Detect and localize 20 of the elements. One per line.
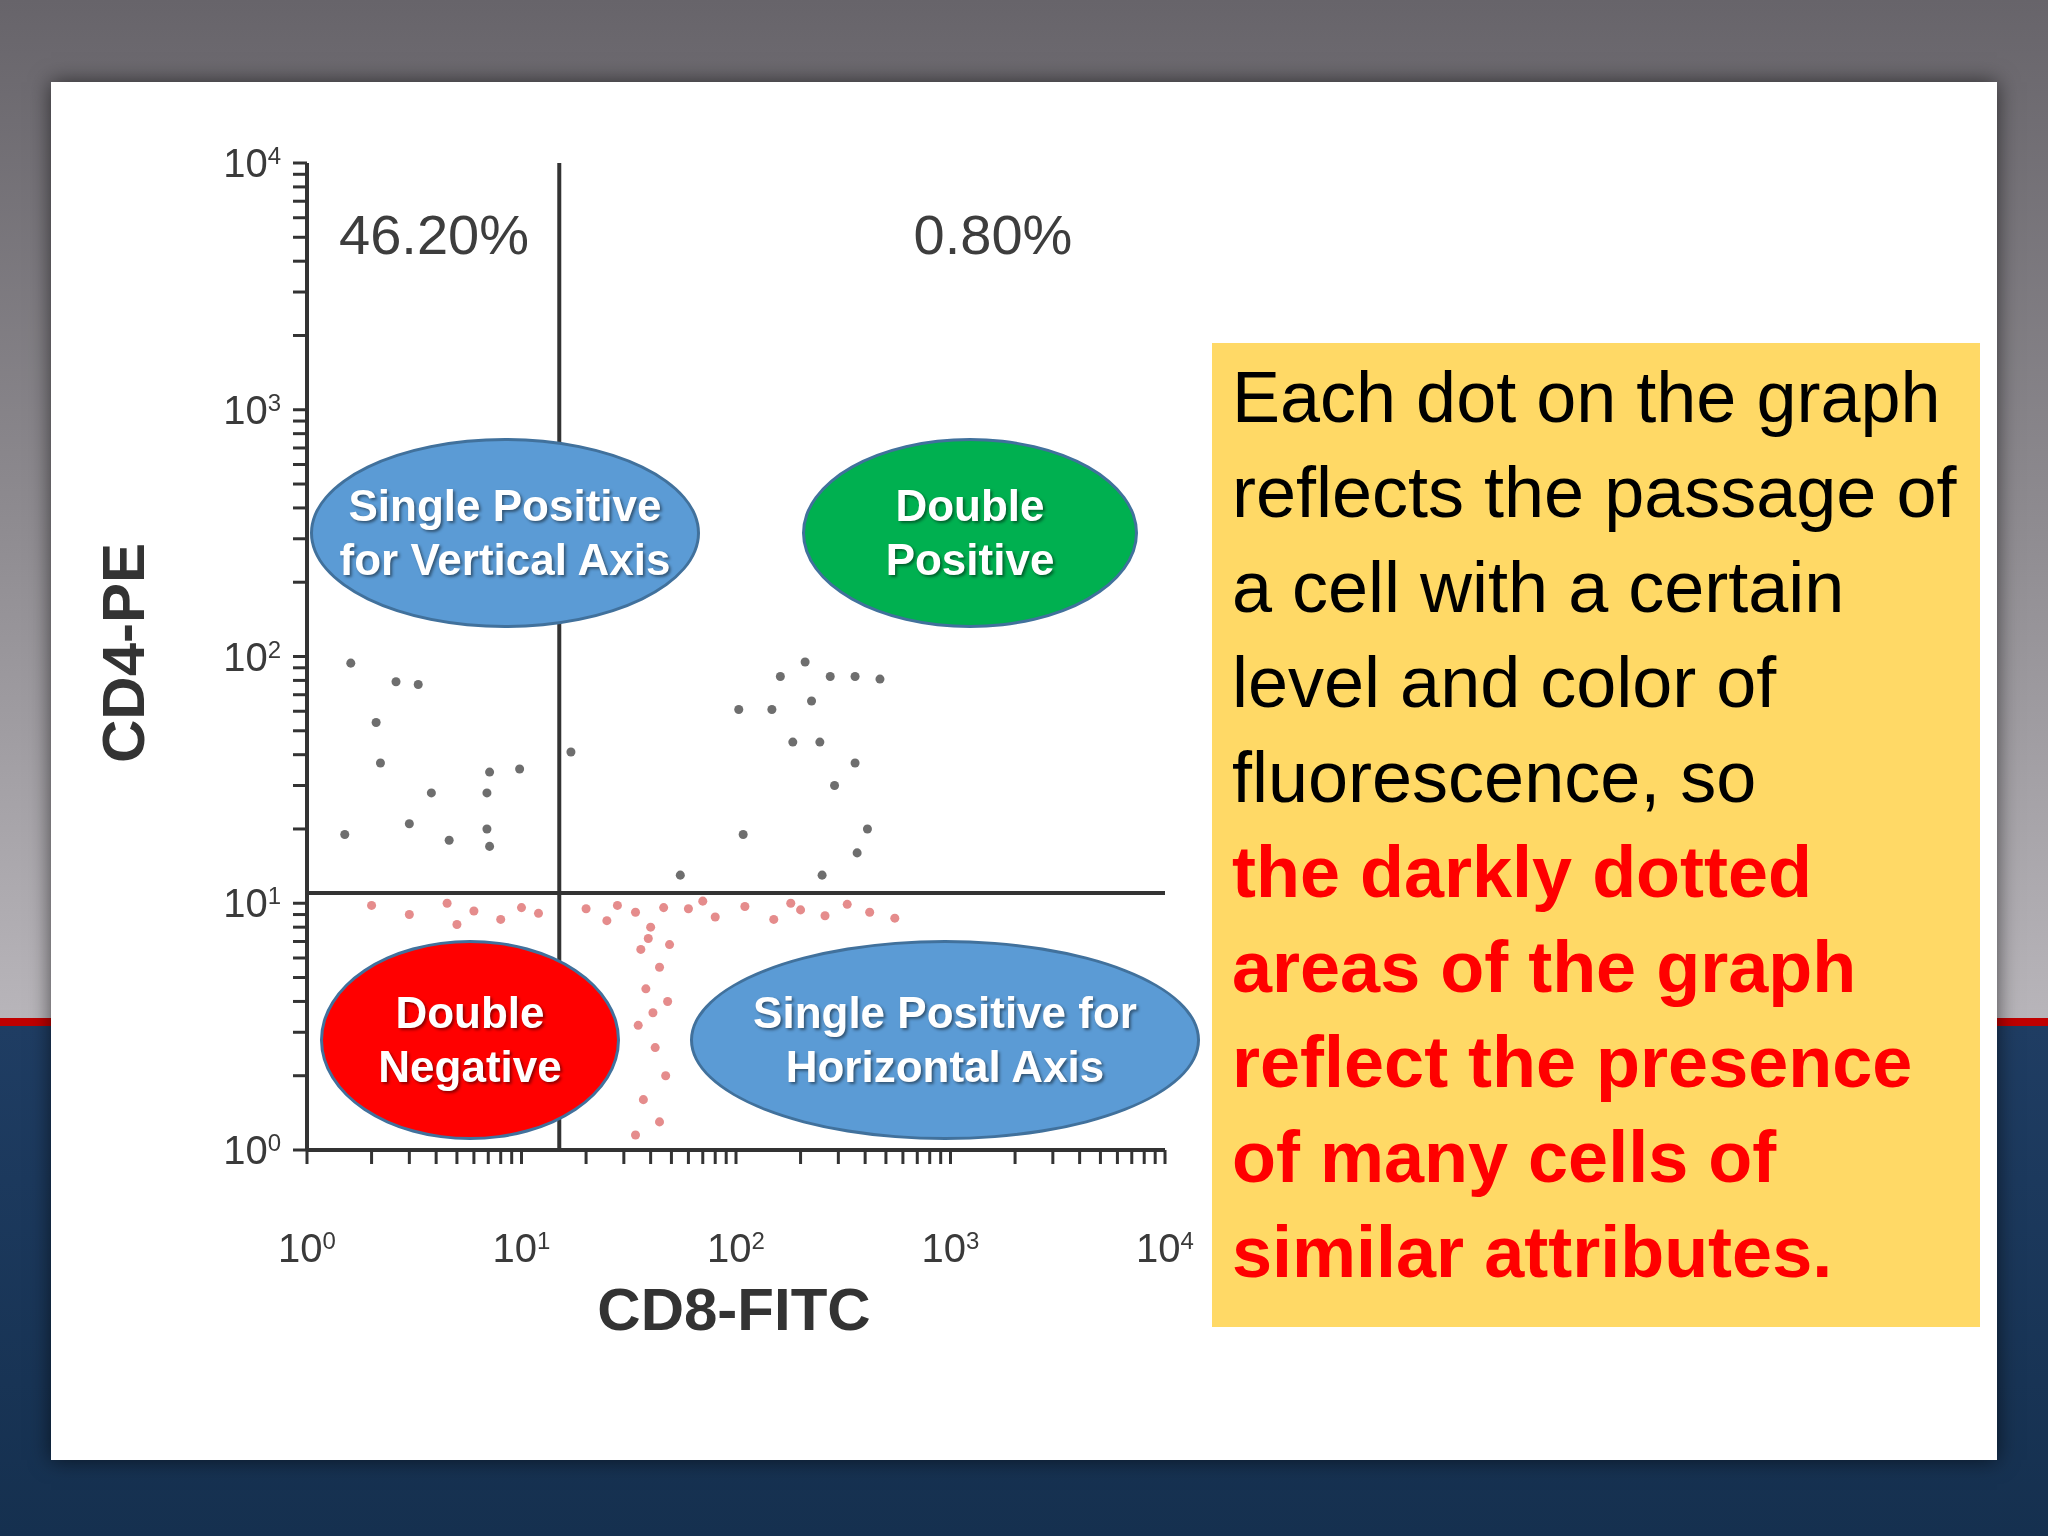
annotation: 46.20% <box>339 203 529 266</box>
annotation: Single Positive for Horizontal Axis <box>753 988 1137 1091</box>
y-tick-label: 10$^{2}$ <box>223 634 281 679</box>
y-tick-label: 10$^{1}$ <box>223 881 281 926</box>
x-tick-label: 10$^{2}$ <box>707 1226 765 1270</box>
y-axis-title: CD4-PE <box>90 542 157 764</box>
x-tick-label: 10$^{1}$ <box>492 1226 551 1270</box>
annotation: Double Positive <box>885 481 1055 584</box>
annotation: 0.80% <box>913 203 1073 266</box>
y-tick-label: 10$^{3}$ <box>223 387 281 432</box>
text: Each dot on the graph reflects the passage of a cell with a certain level and color of fluorescence, so <box>1232 357 1957 817</box>
x-tick-label: 10$^{3}$ <box>921 1226 980 1270</box>
x-axis-title: CD8-FITC <box>597 1276 871 1343</box>
text: the darkly dotted areas of the graph reflect the presence of many cells of similar attributes. <box>1232 832 1913 1292</box>
annotation: Double Negative <box>378 988 562 1091</box>
annotation: Single Positive for Vertical Axis <box>339 481 671 584</box>
x-tick-label: 10$^{4}$ <box>1136 1226 1194 1270</box>
x-tick-label: 10$^{0}$ <box>278 1226 336 1270</box>
y-tick-label: 10$^{4}$ <box>223 141 281 185</box>
y-tick-label: 10$^{0}$ <box>223 1128 281 1172</box>
